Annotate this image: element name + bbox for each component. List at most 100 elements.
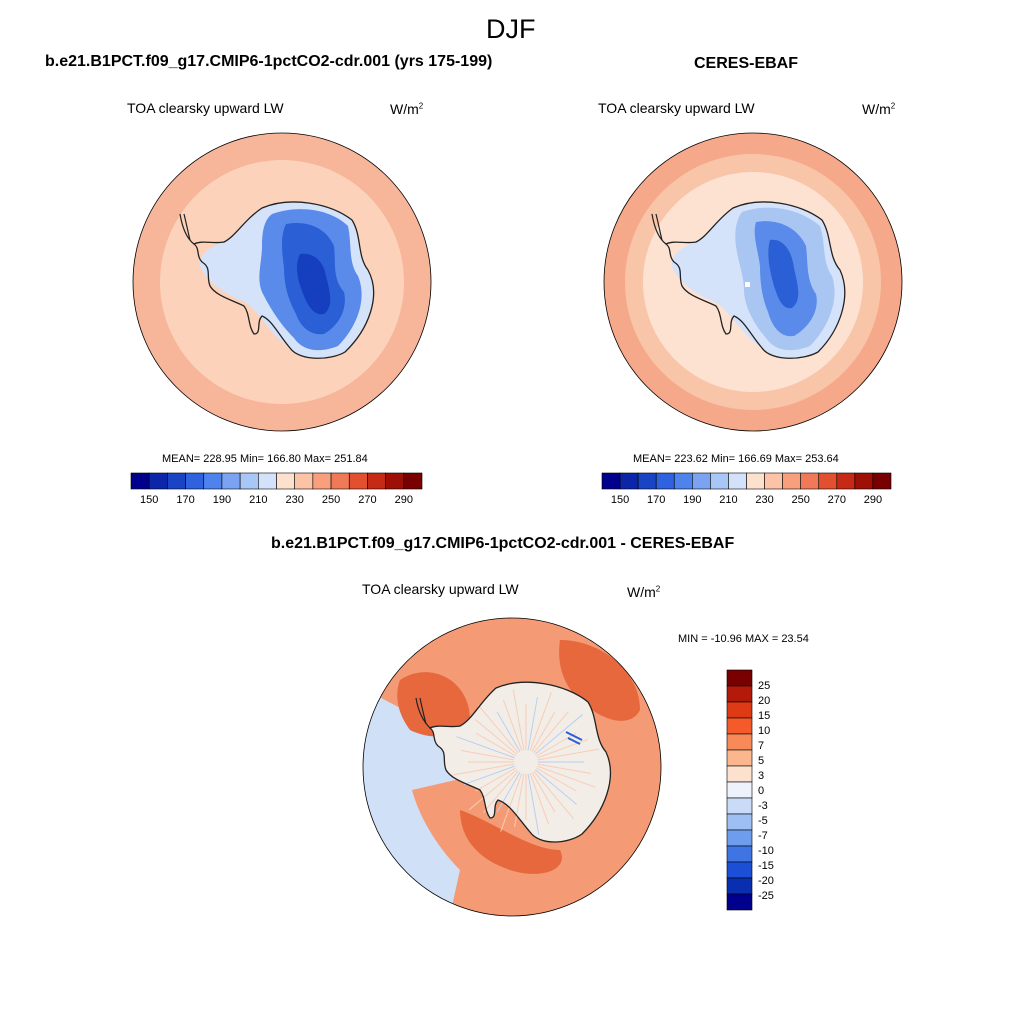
colorbar-diff-swatch [726, 733, 753, 751]
colorbar-model-swatch [221, 472, 241, 490]
colorbar-model-swatch [367, 472, 386, 490]
colorbar-diff-tick-label: -3 [758, 800, 768, 812]
colorbar-model-swatch [348, 472, 368, 490]
colorbar-obs-swatch [800, 472, 820, 490]
colorbar-model-tick-label: 270 [358, 494, 376, 506]
colorbar-diff-tick-label: 5 [758, 755, 764, 767]
map-diff-warm-patch [559, 640, 640, 721]
map-diff-streak [536, 767, 577, 792]
colorbar-diff-swatch [726, 781, 753, 799]
colorbar-diff-swatch [726, 893, 753, 911]
colorbar-diff-swatch [726, 797, 753, 815]
colorbar-model-swatch [312, 472, 332, 490]
map-obs-coastline [664, 201, 846, 359]
colorbar-model-swatch [130, 472, 150, 490]
colorbar-model-swatch [294, 472, 314, 490]
colorbar-obs-tick-label: 290 [864, 494, 882, 506]
colorbar-model-swatch [330, 472, 350, 490]
colorbar-diff-tick-label: 10 [758, 725, 770, 737]
map-diff-streak [456, 736, 515, 759]
colorbar-diff-tick-label: -5 [758, 815, 768, 827]
map-diff-warm-patch [397, 672, 470, 737]
map-diff-streak [529, 773, 550, 825]
colorbar-obs-swatch [619, 472, 639, 490]
colorbar-obs-swatch [746, 472, 765, 490]
colorbar-obs-swatch [601, 472, 621, 490]
colorbar-model-swatch [385, 472, 405, 490]
panel-model-header: b.e21.B1PCT.f09_g17.CMIP6-1pctCO2-cdr.00… [45, 53, 493, 70]
map-diff-antarctica [430, 682, 611, 842]
panel-diff-stats: MIN = -10.96 MAX = 23.54 [678, 633, 809, 645]
figure-title: DJF [486, 14, 536, 44]
panel-obs-units: W/m2 [862, 101, 896, 117]
map-diff-streak [531, 772, 556, 813]
map-diff-streak [534, 769, 577, 805]
map-diff-streak [475, 732, 516, 757]
map-diff-streak [533, 770, 574, 820]
map-diff-streak [534, 714, 584, 755]
colorbar-obs-tick-label: 150 [611, 494, 629, 506]
colorbar-obs-swatch [782, 472, 801, 490]
colorbar-model-swatch [148, 472, 168, 490]
map-obs [604, 133, 902, 431]
colorbar-obs-swatch [836, 472, 856, 490]
colorbar-obs-swatch [673, 472, 693, 490]
map-diff-land-streaks [453, 689, 599, 835]
panel-obs-stats: MEAN= 223.62 Min= 166.69 Max= 253.64 [633, 453, 839, 465]
colorbar-obs-tick-label: 250 [792, 494, 810, 506]
colorbar-obs-swatch [655, 472, 675, 490]
panel-obs-header: CERES-EBAF [694, 55, 799, 72]
colorbar-obs: 150 170 190 210 230 250 270 290 [601, 472, 892, 506]
colorbar-diff: 25 20 15 10 7 5 3 0 -3 -5 -7 -10 -15 -20 -25 [726, 669, 774, 911]
map-diff-streak [500, 773, 523, 832]
colorbar-model-tick-label: 230 [286, 494, 304, 506]
colorbar-diff-tick-label: 3 [758, 770, 764, 782]
map-diff-warm-patch [460, 810, 562, 874]
map-diff-streak [537, 765, 596, 788]
map-diff-streak [531, 711, 556, 752]
colorbar-model-swatch [258, 472, 277, 490]
map-diff-streak [475, 719, 518, 755]
colorbar-model-swatch [276, 472, 295, 490]
colorbar-diff-tick-label: -20 [758, 875, 774, 887]
map-diff-streak [475, 767, 516, 792]
colorbar-obs-tick-label: 230 [755, 494, 773, 506]
colorbar-obs-tick-label: 170 [647, 494, 665, 506]
colorbar-diff-tick-label: -7 [758, 830, 768, 842]
colorbar-model: 150 170 190 210 230 250 270 290 [130, 472, 423, 506]
map-diff-streak [527, 773, 540, 835]
map-obs-boundary [603, 132, 903, 432]
colorbar-diff-swatch [726, 845, 753, 863]
map-diff-streak [537, 763, 592, 774]
map-diff-streak [514, 773, 525, 828]
map-diff-coastline [428, 681, 611, 843]
map-diff-streak [453, 763, 515, 776]
colorbar-diff-tick-label: 25 [758, 680, 770, 692]
colorbar-model-tick-label: 190 [213, 494, 231, 506]
colorbar-diff-swatch [726, 877, 753, 895]
map-diff-streak [529, 692, 552, 751]
colorbar-diff-swatch [726, 669, 753, 687]
colorbar-obs-swatch [710, 472, 729, 490]
colorbar-model-tick-label: 290 [395, 494, 413, 506]
map-model-ice-core [297, 253, 331, 315]
colorbar-diff-swatch [726, 765, 753, 783]
map-model [133, 133, 431, 431]
colorbar-diff-tick-label: -25 [758, 890, 774, 902]
map-diff-streak [496, 711, 521, 752]
map-diff-streak [463, 765, 515, 786]
map-model-peninsula [179, 213, 195, 245]
map-diff-streak [478, 704, 519, 754]
colorbar-diff-swatch [726, 717, 753, 735]
map-diff-cool-sector [363, 690, 512, 915]
colorbar-diff-swatch [726, 685, 753, 703]
colorbar-obs-swatch [764, 472, 783, 490]
colorbar-diff-tick-label: -10 [758, 845, 774, 857]
map-obs-peninsula [651, 213, 667, 245]
colorbar-obs-swatch [818, 472, 838, 490]
colorbar-diff-tick-label: 15 [758, 710, 770, 722]
panel-diff-header: b.e21.B1PCT.f09_g17.CMIP6-1pctCO2-cdr.00… [271, 535, 735, 552]
map-diff-streak [468, 769, 518, 810]
map-model-coastline [192, 201, 375, 359]
colorbar-model-tick-label: 170 [176, 494, 194, 506]
